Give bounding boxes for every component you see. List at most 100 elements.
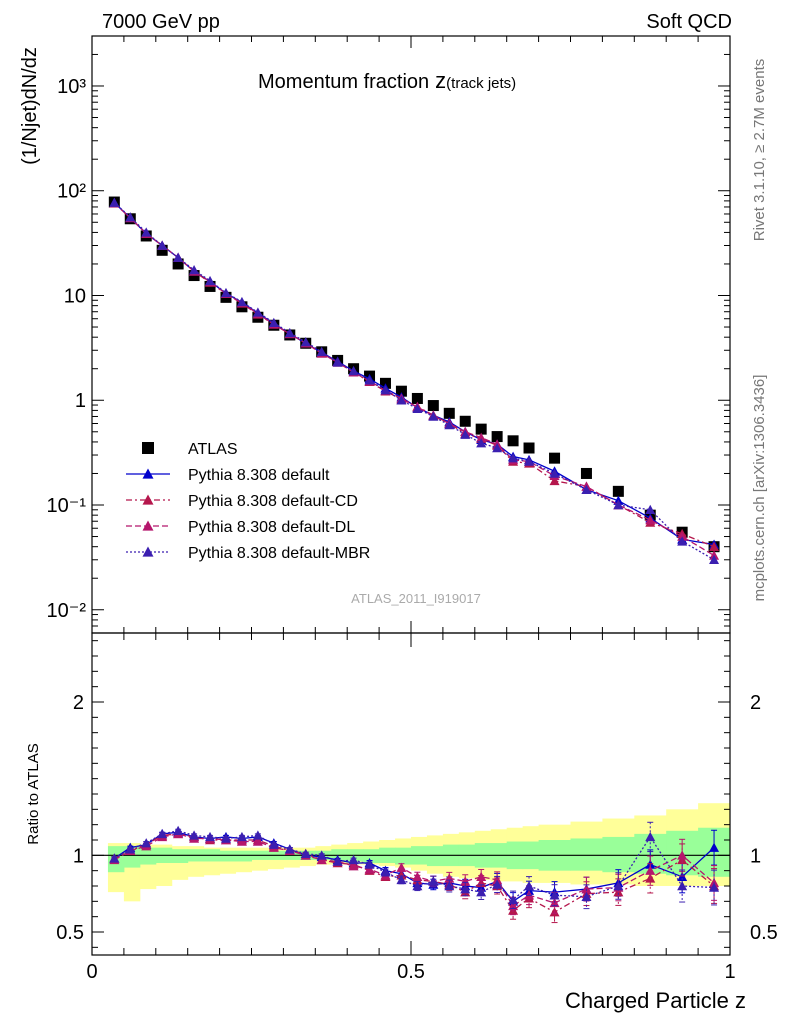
- ratio-point: [396, 874, 407, 885]
- series-pythia-8-308-default-mbr: [109, 197, 720, 565]
- ratio-plot-frame: [91, 632, 731, 956]
- legend: ATLAS Pythia 8.308 default Pythia 8.308 de…: [126, 441, 370, 562]
- legend-label: Pythia 8.308 default-CD: [188, 493, 358, 510]
- ratio-point: [364, 859, 375, 869]
- mc-point: [524, 456, 535, 466]
- header-process-label: Soft QCD: [646, 11, 732, 33]
- legend-marker: [142, 546, 154, 557]
- ratio-y-tick-label-right: 0.5: [750, 922, 778, 944]
- ratio-plot-ylabel: Ratio to ATLAS: [25, 743, 42, 844]
- mc-point: [205, 275, 216, 286]
- series-line: [113, 202, 715, 557]
- main-plot-frame: [91, 35, 731, 634]
- mc-point: [396, 395, 407, 405]
- uncertainty-band-green: [139, 847, 157, 865]
- ratio-point: [428, 876, 439, 886]
- ratio-point: [348, 854, 359, 865]
- ratio-point: [460, 884, 471, 894]
- atlas-data-point: [443, 407, 455, 419]
- ratio-point: [316, 850, 327, 860]
- main-plot-ylabel: (1/Njet)dN/dz: [19, 47, 41, 165]
- mc-point: [189, 265, 200, 275]
- ratio-point: [284, 844, 295, 854]
- uncertainty-band-green: [363, 849, 380, 863]
- atlas-data-point: [549, 452, 561, 464]
- main-plot-title-symbol: z: [435, 68, 446, 93]
- legend-item: Pythia 8.308 default-DL: [126, 519, 355, 536]
- mc-point: [380, 385, 391, 395]
- mc-point: [613, 500, 624, 510]
- mc-point: [581, 484, 592, 494]
- atlas-data-point: [427, 400, 439, 412]
- ratio-point: [173, 825, 184, 836]
- atlas-data-point: [507, 435, 519, 447]
- ratio-point: [396, 862, 407, 872]
- main-y-tick-label: 10: [64, 285, 86, 307]
- legend-item: Pythia 8.308 default-MBR: [126, 545, 370, 562]
- mc-point: [492, 443, 503, 453]
- x-tick-label: 0: [86, 961, 97, 983]
- uncertainty-band-green: [219, 850, 237, 862]
- uncertainty-band-green: [570, 838, 603, 871]
- ratio-y-tick-label: 2: [73, 692, 84, 714]
- rivet-version-label: Rivet 3.1.10, ≥ 2.7M events: [751, 59, 768, 242]
- ratio-point: [581, 891, 592, 901]
- ratio-point: [645, 865, 656, 875]
- legend-label: ATLAS: [188, 441, 238, 458]
- atlas-data-point: [411, 392, 423, 404]
- main-plot-title-subscript: (track jets): [446, 75, 516, 92]
- legend-item: Pythia 8.308 default-CD: [126, 493, 358, 510]
- atlas-data-point: [172, 258, 184, 270]
- ratio-y-tick-label: 1: [73, 845, 84, 867]
- mc-point: [412, 403, 423, 413]
- atlas-data-point: [395, 385, 407, 397]
- ratio-point: [380, 867, 391, 877]
- legend-marker: [142, 494, 154, 505]
- mc-point: [549, 475, 560, 486]
- legend-marker: [142, 468, 154, 479]
- legend-label: Pythia 8.308 default-MBR: [188, 545, 370, 562]
- ratio-y-tick-label-right: 2: [750, 692, 761, 714]
- uncertainty-band-green: [235, 850, 252, 862]
- mc-point: [645, 504, 656, 515]
- uncertainty-band-green: [171, 849, 189, 863]
- main-y-tick-label: 10³: [57, 76, 86, 98]
- ratio-plot-xlabel: Charged Particle z: [565, 988, 746, 1013]
- ratio-point: [709, 882, 720, 892]
- ratio-point: [460, 876, 471, 886]
- legend-item: Pythia 8.308 default: [126, 467, 330, 484]
- ratio-point: [157, 828, 168, 839]
- main-y-tick-label: 10⁻¹: [47, 495, 87, 517]
- ratio-y-tick-label: 0.5: [56, 922, 84, 944]
- mc-point: [476, 438, 487, 448]
- legend-marker: [142, 520, 154, 531]
- ratio-point: [524, 890, 535, 900]
- mc-point: [157, 240, 168, 250]
- ratio-point: [189, 830, 200, 840]
- mc-point: [220, 287, 231, 298]
- ratio-point: [412, 871, 423, 882]
- mc-point: [709, 554, 720, 565]
- ratio-point: [141, 838, 152, 848]
- ratio-point: [348, 861, 359, 871]
- mc-point: [476, 432, 487, 442]
- main-plot-title-text: Momentum fraction: [258, 71, 429, 93]
- ratio-point: [508, 900, 519, 911]
- ratio-point: [268, 839, 279, 849]
- legend-item: ATLAS: [142, 441, 238, 458]
- main-plot-title: Momentum fraction z(track jets): [258, 68, 516, 93]
- ratio-y-tick-label-right: 1: [750, 845, 761, 867]
- mc-point: [109, 197, 120, 207]
- ratio-point: [677, 850, 688, 860]
- main-y-tick-label: 10²: [57, 181, 86, 203]
- ratio-point: [508, 894, 519, 905]
- mc-point: [173, 252, 184, 262]
- mc-point: [444, 420, 455, 430]
- ratio-point: [709, 842, 720, 852]
- uncertainty-band-green: [395, 847, 412, 865]
- mc-point: [645, 514, 656, 525]
- atlas-data-point: [612, 485, 624, 497]
- legend-label: Pythia 8.308 default-DL: [188, 519, 355, 536]
- ratio-point: [109, 853, 120, 863]
